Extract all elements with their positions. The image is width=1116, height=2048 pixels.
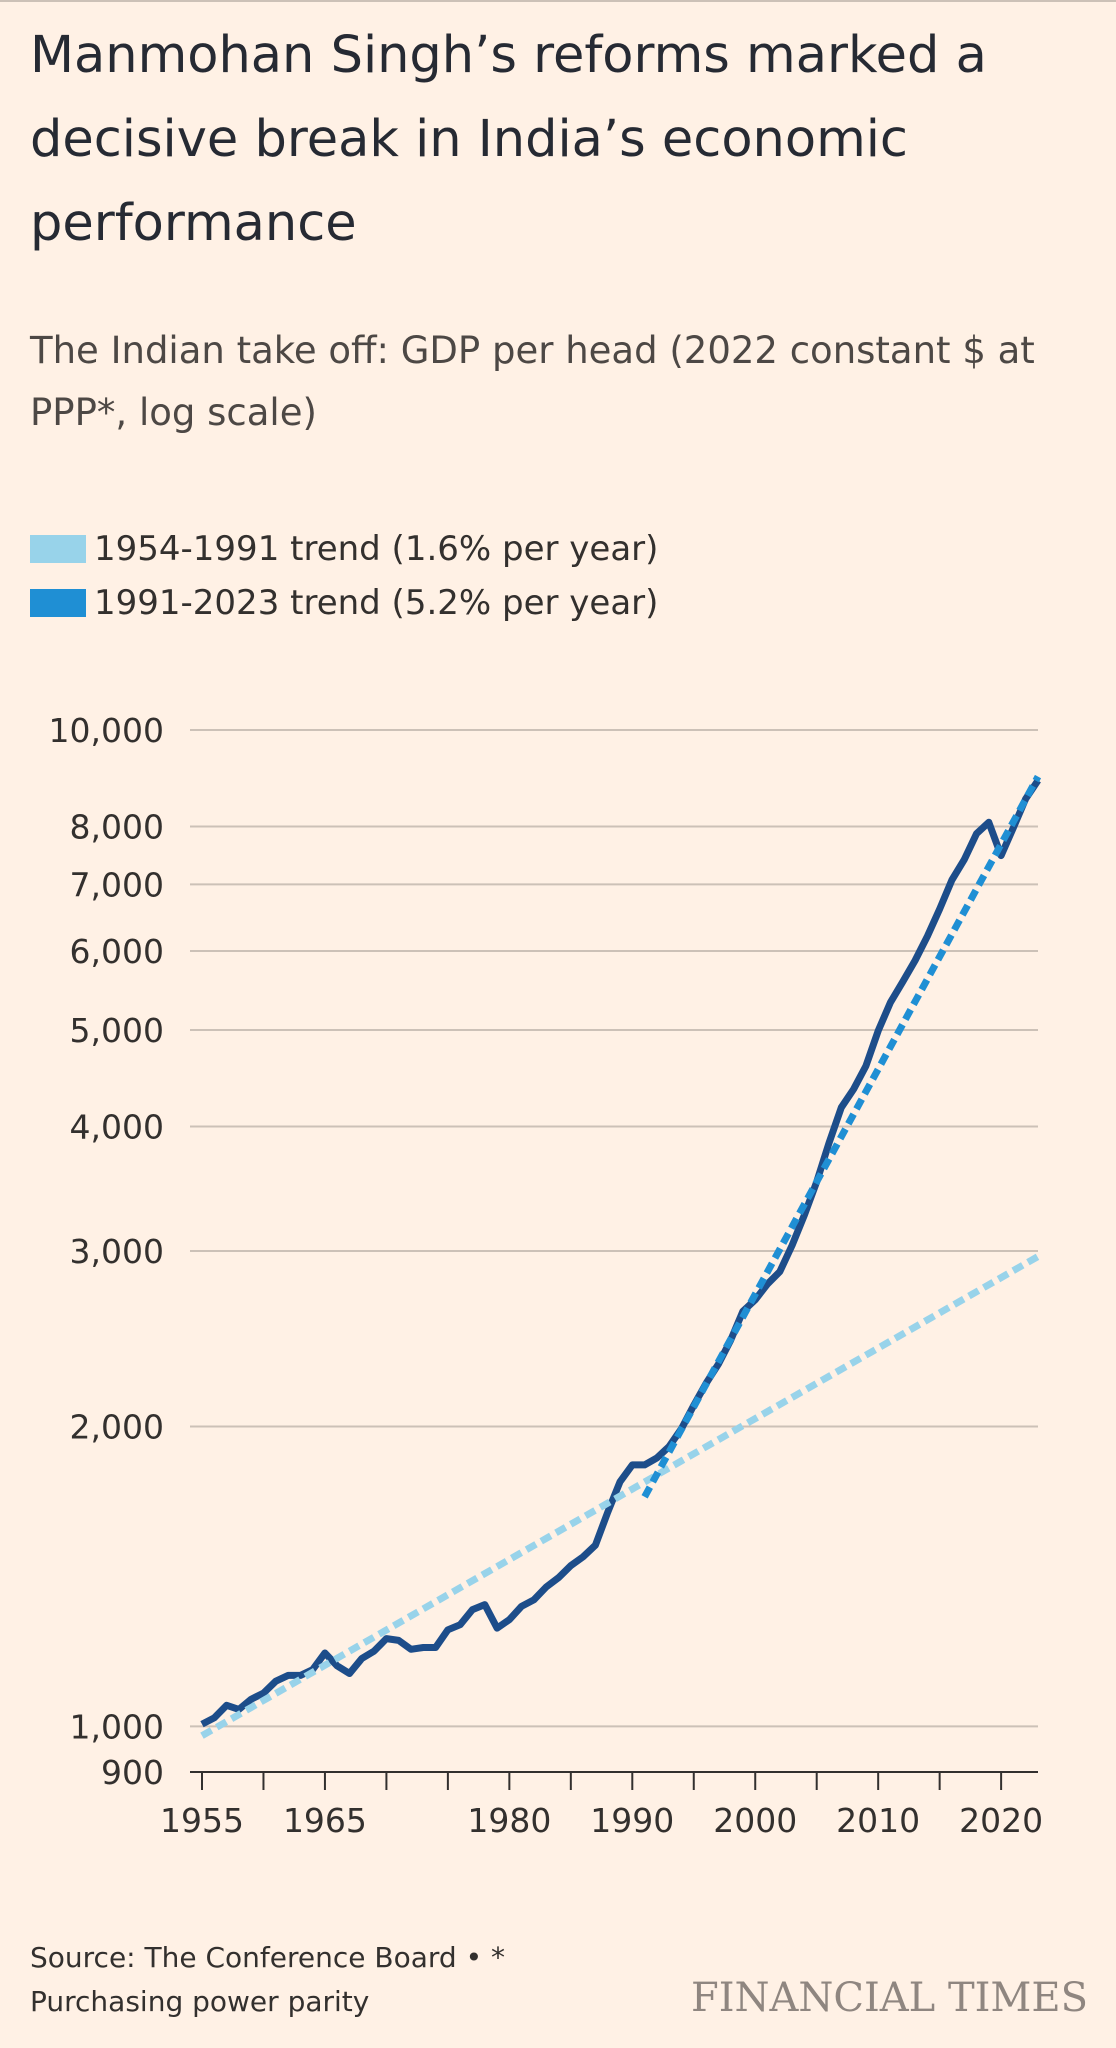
- line-chart: 900 1,000 2,000 3,000 4,000 5,000 6,000 7,000 8,…: [49, 711, 1044, 1840]
- chart-subtitle: The Indian take off: GDP per head (2022 …: [30, 329, 1035, 434]
- y-tick-label: 3,000: [70, 1232, 164, 1271]
- x-tick-label: 2020: [959, 1801, 1043, 1840]
- x-tick-label: 1965: [283, 1801, 367, 1840]
- chart-title: Manmohan Singh’s reforms marked a decisi…: [30, 26, 987, 253]
- y-tick-label: 5,000: [70, 1011, 164, 1050]
- series-line-actual: [200, 778, 1041, 1728]
- y-tick-label: 7,000: [70, 865, 164, 904]
- source-line-2: Purchasing power parity: [30, 1985, 370, 2018]
- top-rule: [0, 0, 1116, 2]
- x-tick-label: 2000: [713, 1801, 797, 1840]
- y-tick-label: 10,000: [49, 711, 164, 750]
- y-tick-label: 2,000: [70, 1407, 164, 1446]
- financial-times-logo: FINANCIAL TIMES: [690, 1975, 1088, 2021]
- x-tick-label: 1980: [467, 1801, 551, 1840]
- x-tick-label: 1990: [590, 1801, 674, 1840]
- legend-item-1991-2023: 1991-2023 trend (5.2% per year): [30, 576, 658, 630]
- series-line-trend_1954_1991: [200, 1253, 1040, 1739]
- y-tick-label: 1,000: [70, 1707, 164, 1746]
- legend: 1954-1991 trend (1.6% per year) 1991-202…: [30, 522, 658, 630]
- legend-item-1954-1991: 1954-1991 trend (1.6% per year): [30, 522, 658, 576]
- source-note: Source: The Conference Board • * Purchas…: [30, 1936, 505, 2024]
- source-line-1: Source: The Conference Board • *: [30, 1941, 505, 1974]
- y-tick-label: 6,000: [70, 932, 164, 971]
- y-tick-label: 900: [101, 1753, 164, 1792]
- y-tick-label: 4,000: [70, 1108, 164, 1147]
- y-tick-label: 8,000: [70, 808, 164, 847]
- legend-swatch-1954-1991: [30, 535, 86, 563]
- legend-label-1954-1991: 1954-1991 trend (1.6% per year): [94, 529, 659, 569]
- x-tick-label: 2010: [836, 1801, 920, 1840]
- series-line-trend_1991_2023: [641, 774, 1042, 1499]
- x-tick-label: 1955: [160, 1801, 244, 1840]
- legend-swatch-1991-2023: [30, 589, 86, 617]
- legend-label-1991-2023: 1991-2023 trend (5.2% per year): [94, 583, 659, 623]
